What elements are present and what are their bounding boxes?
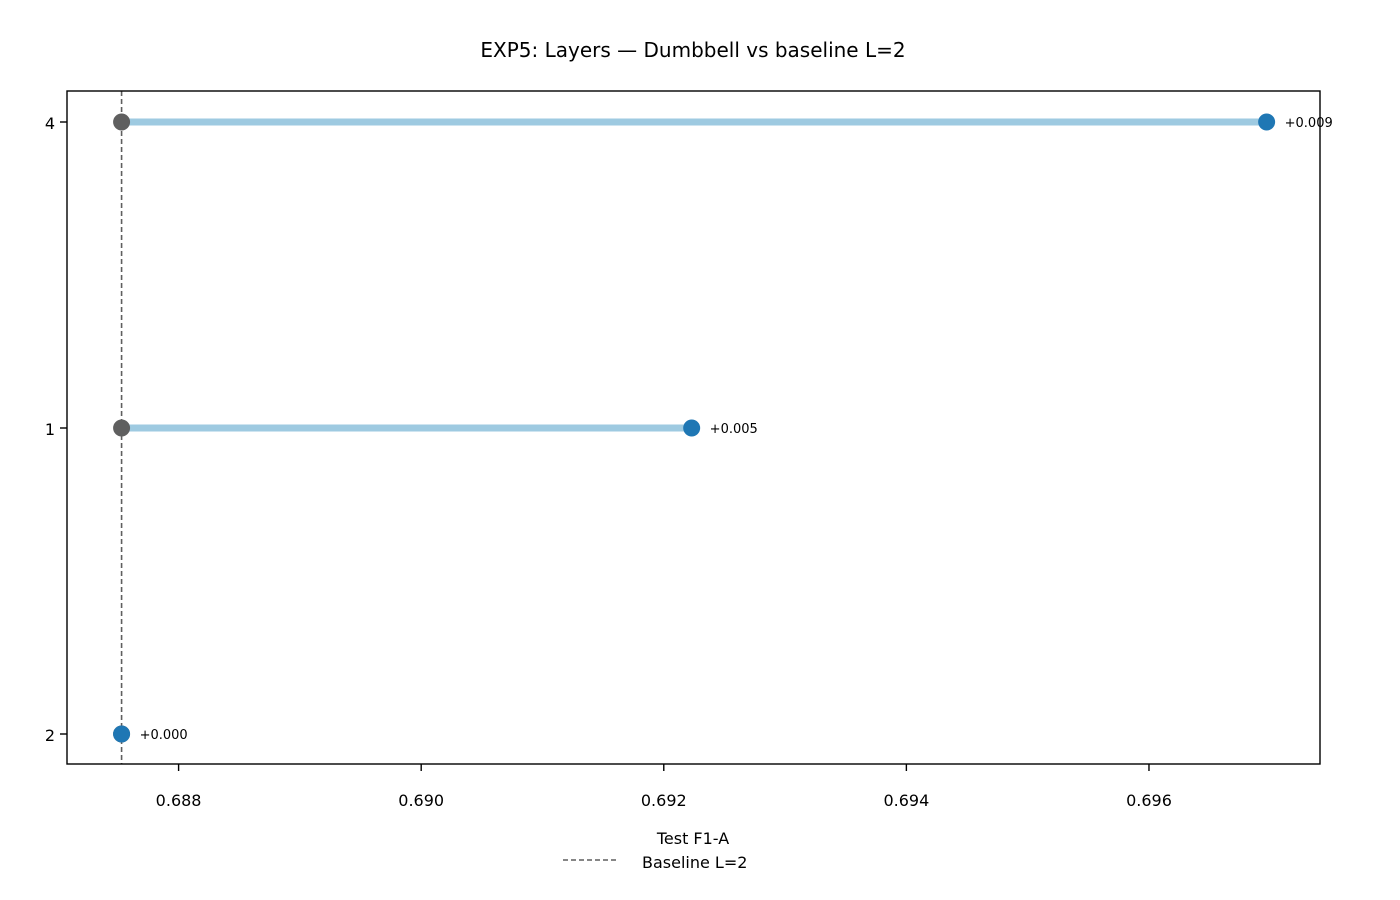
legend-baseline-label: Baseline L=2: [642, 853, 747, 872]
y-tick-label-2: 2: [45, 726, 55, 745]
y-tick-label-1: 1: [45, 420, 55, 439]
value-point-2: [113, 725, 131, 743]
delta-label-1: +0.005: [710, 422, 758, 437]
plot-area: +0.000 +0.005 +0.009 2 1 4 0.688 0.690 0.692 0.69…: [45, 90, 1333, 810]
baseline-point-4: [113, 113, 131, 131]
x-tick-label-0.688: 0.688: [156, 791, 202, 810]
chart-title: EXP5: Layers — Dumbbell vs baseline L=2: [480, 38, 905, 62]
baseline-point-1: [113, 419, 131, 437]
delta-label-4: +0.009: [1285, 116, 1333, 131]
legend: Baseline L=2: [563, 853, 747, 872]
x-tick-label-0.692: 0.692: [641, 791, 687, 810]
y-tick-label-4: 4: [45, 114, 55, 133]
x-tick-label-0.694: 0.694: [883, 791, 929, 810]
value-point-4: [1258, 113, 1276, 131]
delta-label-2: +0.000: [140, 728, 188, 743]
x-tick-label-0.690: 0.690: [398, 791, 444, 810]
x-axis-label: Test F1-A: [656, 829, 729, 848]
value-point-1: [683, 419, 701, 437]
x-tick-label-0.696: 0.696: [1126, 791, 1172, 810]
